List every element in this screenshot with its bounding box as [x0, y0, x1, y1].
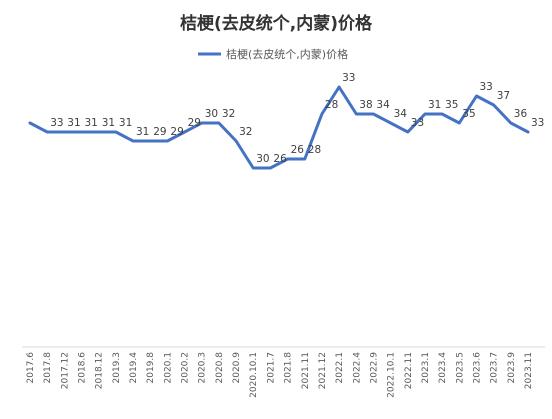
data-label: 34 — [394, 108, 408, 120]
x-tick-label: 2021.11 — [301, 352, 311, 389]
data-label: 31 — [67, 117, 80, 129]
x-tick-label: 2019.4 — [129, 352, 139, 384]
x-tick-label: 2020.9 — [232, 352, 242, 384]
x-tick-label: 2019.8 — [146, 352, 156, 384]
data-label: 33 — [342, 72, 355, 84]
data-label: 32 — [239, 126, 252, 138]
data-label: 26 — [273, 153, 287, 165]
x-tick-label: 2020.10.1 — [249, 352, 259, 398]
x-tick-label: 2023.9 — [507, 352, 517, 384]
data-label: 33 — [531, 117, 544, 129]
x-tick-label: 2023.1 — [421, 352, 431, 384]
legend-label: 桔梗(去皮统个,内蒙)价格 — [226, 47, 348, 61]
data-label: 30 — [256, 153, 269, 165]
x-tick-label: 2017.8 — [43, 352, 53, 384]
data-label: 35 — [462, 108, 475, 120]
x-tick-label: 2020.2 — [181, 352, 191, 384]
x-tick-label: 2022.10.1 — [387, 352, 397, 398]
data-label: 29 — [153, 126, 166, 138]
data-label: 33 — [50, 117, 63, 129]
data-label: 36 — [514, 108, 528, 120]
data-label: 32 — [222, 108, 235, 120]
data-label: 28 — [325, 99, 338, 111]
x-tick-label: 2018.6 — [78, 352, 88, 384]
data-label: 28 — [308, 144, 321, 156]
x-tick-label: 2023.11 — [524, 352, 534, 389]
x-tick-label: 2023.7 — [490, 352, 500, 384]
x-tick-label: 2020.1 — [163, 352, 173, 384]
data-label: 31 — [85, 117, 98, 129]
chart-title: 桔梗(去皮统个,内蒙)价格 — [180, 13, 373, 34]
x-tick-label: 2023.5 — [455, 352, 465, 384]
series-line — [28, 85, 530, 170]
data-label: 29 — [188, 117, 201, 129]
x-tick-label: 2019.3 — [112, 352, 122, 384]
legend: 桔梗(去皮统个,内蒙)价格 — [198, 47, 348, 61]
x-tick-label: 2021.12 — [318, 352, 328, 389]
x-tick-label: 2018.12 — [95, 352, 105, 389]
x-tick-label: 2022.4 — [352, 352, 362, 384]
data-label: 26 — [291, 144, 305, 156]
data-label: 31 — [428, 99, 441, 111]
x-tick-label: 2020.8 — [215, 352, 225, 384]
data-label: 31 — [136, 126, 149, 138]
data-label: 31 — [102, 117, 115, 129]
data-label: 30 — [205, 108, 218, 120]
data-label: 34 — [376, 99, 390, 111]
x-tick-label: 2023.6 — [473, 352, 483, 384]
x-tick-labels: 2017.6 2017.8 2017.12 2018.6 2018.12 2019.3 20… — [26, 352, 534, 398]
x-tick-label: 2022.11 — [404, 352, 414, 389]
data-label: 31 — [119, 117, 132, 129]
data-label: 29 — [170, 126, 183, 138]
data-label: 33 — [480, 81, 493, 93]
x-tick-label: 2022.9 — [369, 352, 379, 384]
x-tick-label: 2022.1 — [335, 352, 345, 384]
data-label: 37 — [497, 90, 510, 102]
x-tick-label: 2021.7 — [266, 352, 276, 384]
x-tick-label: 2023.4 — [438, 352, 448, 384]
x-tick-label: 2017.12 — [60, 352, 70, 389]
x-tick-label: 2017.6 — [26, 352, 36, 384]
data-label: 35 — [445, 99, 458, 111]
data-label: 33 — [411, 117, 424, 129]
x-tick-label: 2021.8 — [284, 352, 294, 384]
data-label: 38 — [359, 99, 372, 111]
x-tick-label: 2020.3 — [198, 352, 208, 384]
